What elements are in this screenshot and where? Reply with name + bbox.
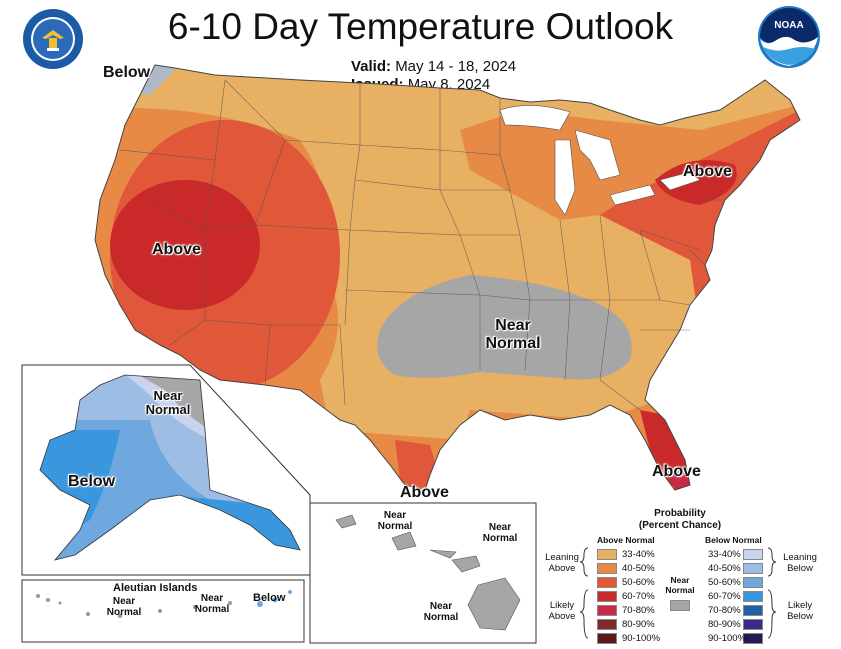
label-aleutian-near-normal-1: Near Normal — [106, 596, 142, 618]
label-aleutian-near-normal-2: Near Normal — [194, 593, 230, 615]
legend-above-bin-label: 80-90% — [622, 619, 655, 630]
label-above-ne: Above — [683, 163, 732, 180]
state-borders — [119, 79, 725, 411]
noaa-text: NOAA — [774, 20, 803, 31]
legend-above-bin-swatch — [597, 633, 617, 644]
map-title: 6-10 Day Temperature Outlook — [167, 6, 674, 47]
legend-above-bin-label: 50-60% — [622, 577, 655, 588]
label-alaska-below: Below — [68, 473, 116, 490]
legend-above-bin-swatch — [597, 563, 617, 574]
label-near-normal-central: Near Normal — [485, 317, 541, 352]
valid-value: May 14 - 18, 2024 — [395, 58, 517, 75]
legend-below-bin-label: 60-70% — [708, 591, 741, 602]
legend-below-bin-swatch — [743, 605, 763, 616]
label-above-west: Above — [152, 241, 201, 258]
legend-likely-below: Likely Below — [787, 600, 813, 622]
valid-dates: Valid: May 14 - 18, 2024 — [351, 58, 516, 75]
legend-below-bin-label: 90-100% — [708, 633, 747, 644]
legend-title: Probability — [654, 508, 706, 519]
label-hawaii-near-normal-3: Near Normal — [423, 601, 459, 623]
legend-below-bin-swatch — [743, 633, 763, 644]
legend-below-bin-label: 50-60% — [708, 577, 741, 588]
legend-above-bin-swatch — [597, 605, 617, 616]
legend-leaning-below: Leaning Below — [783, 552, 817, 574]
legend-above-bin-swatch — [597, 619, 617, 630]
legend-above-bin-swatch — [597, 591, 617, 602]
department-of-commerce-seal-icon — [23, 9, 83, 69]
legend-above-bin-label: 40-50% — [622, 563, 655, 574]
legend-leaning-above: Leaning Above — [545, 552, 579, 574]
valid-label: Valid: — [351, 58, 392, 75]
legend-near-normal-swatch — [670, 600, 690, 611]
legend-above-bin-label: 90-100% — [622, 633, 661, 644]
legend-above-bin-swatch — [597, 577, 617, 588]
legend-below-bin-label: 40-50% — [708, 563, 741, 574]
label-above-tx: Above — [400, 484, 449, 501]
label-below-nw: Below — [103, 64, 151, 81]
label-aleutian-below: Below — [253, 592, 286, 604]
label-above-fl: Above — [652, 463, 701, 480]
legend-above-bin-label: 33-40% — [622, 549, 655, 560]
legend-below-header: Below Normal — [705, 535, 762, 545]
legend-below-bin-swatch — [743, 549, 763, 560]
legend-near-normal: Near Normal — [665, 575, 695, 595]
legend-below-bin-label: 33-40% — [708, 549, 741, 560]
legend-below-bin-swatch — [743, 619, 763, 630]
legend-below-bin-label: 70-80% — [708, 605, 741, 616]
legend-above-bin-swatch — [597, 549, 617, 560]
label-hawaii-near-normal-1: Near Normal — [377, 510, 413, 532]
legend-below-bin-swatch — [743, 563, 763, 574]
legend-above-header: Above Normal — [597, 535, 655, 545]
legend-below-bin-label: 80-90% — [708, 619, 741, 630]
legend-likely-above: Likely Above — [548, 600, 576, 622]
legend-below-bin-swatch — [743, 591, 763, 602]
legend-above-bin-label: 70-80% — [622, 605, 655, 616]
label-alaska-near-normal: Near Normal — [145, 388, 191, 417]
legend-above-bin-label: 60-70% — [622, 591, 655, 602]
legend-below-bin-swatch — [743, 577, 763, 588]
noaa-logo-icon: NOAA — [758, 6, 820, 68]
aleutian-inset — [21, 579, 305, 643]
aleutian-title: Aleutian Islands — [113, 582, 198, 594]
label-hawaii-near-normal-2: Near Normal — [482, 522, 518, 544]
great-lakes — [499, 105, 701, 216]
hawaii-inset — [309, 502, 537, 644]
legend-subtitle: (Percent Chance) — [638, 520, 722, 531]
